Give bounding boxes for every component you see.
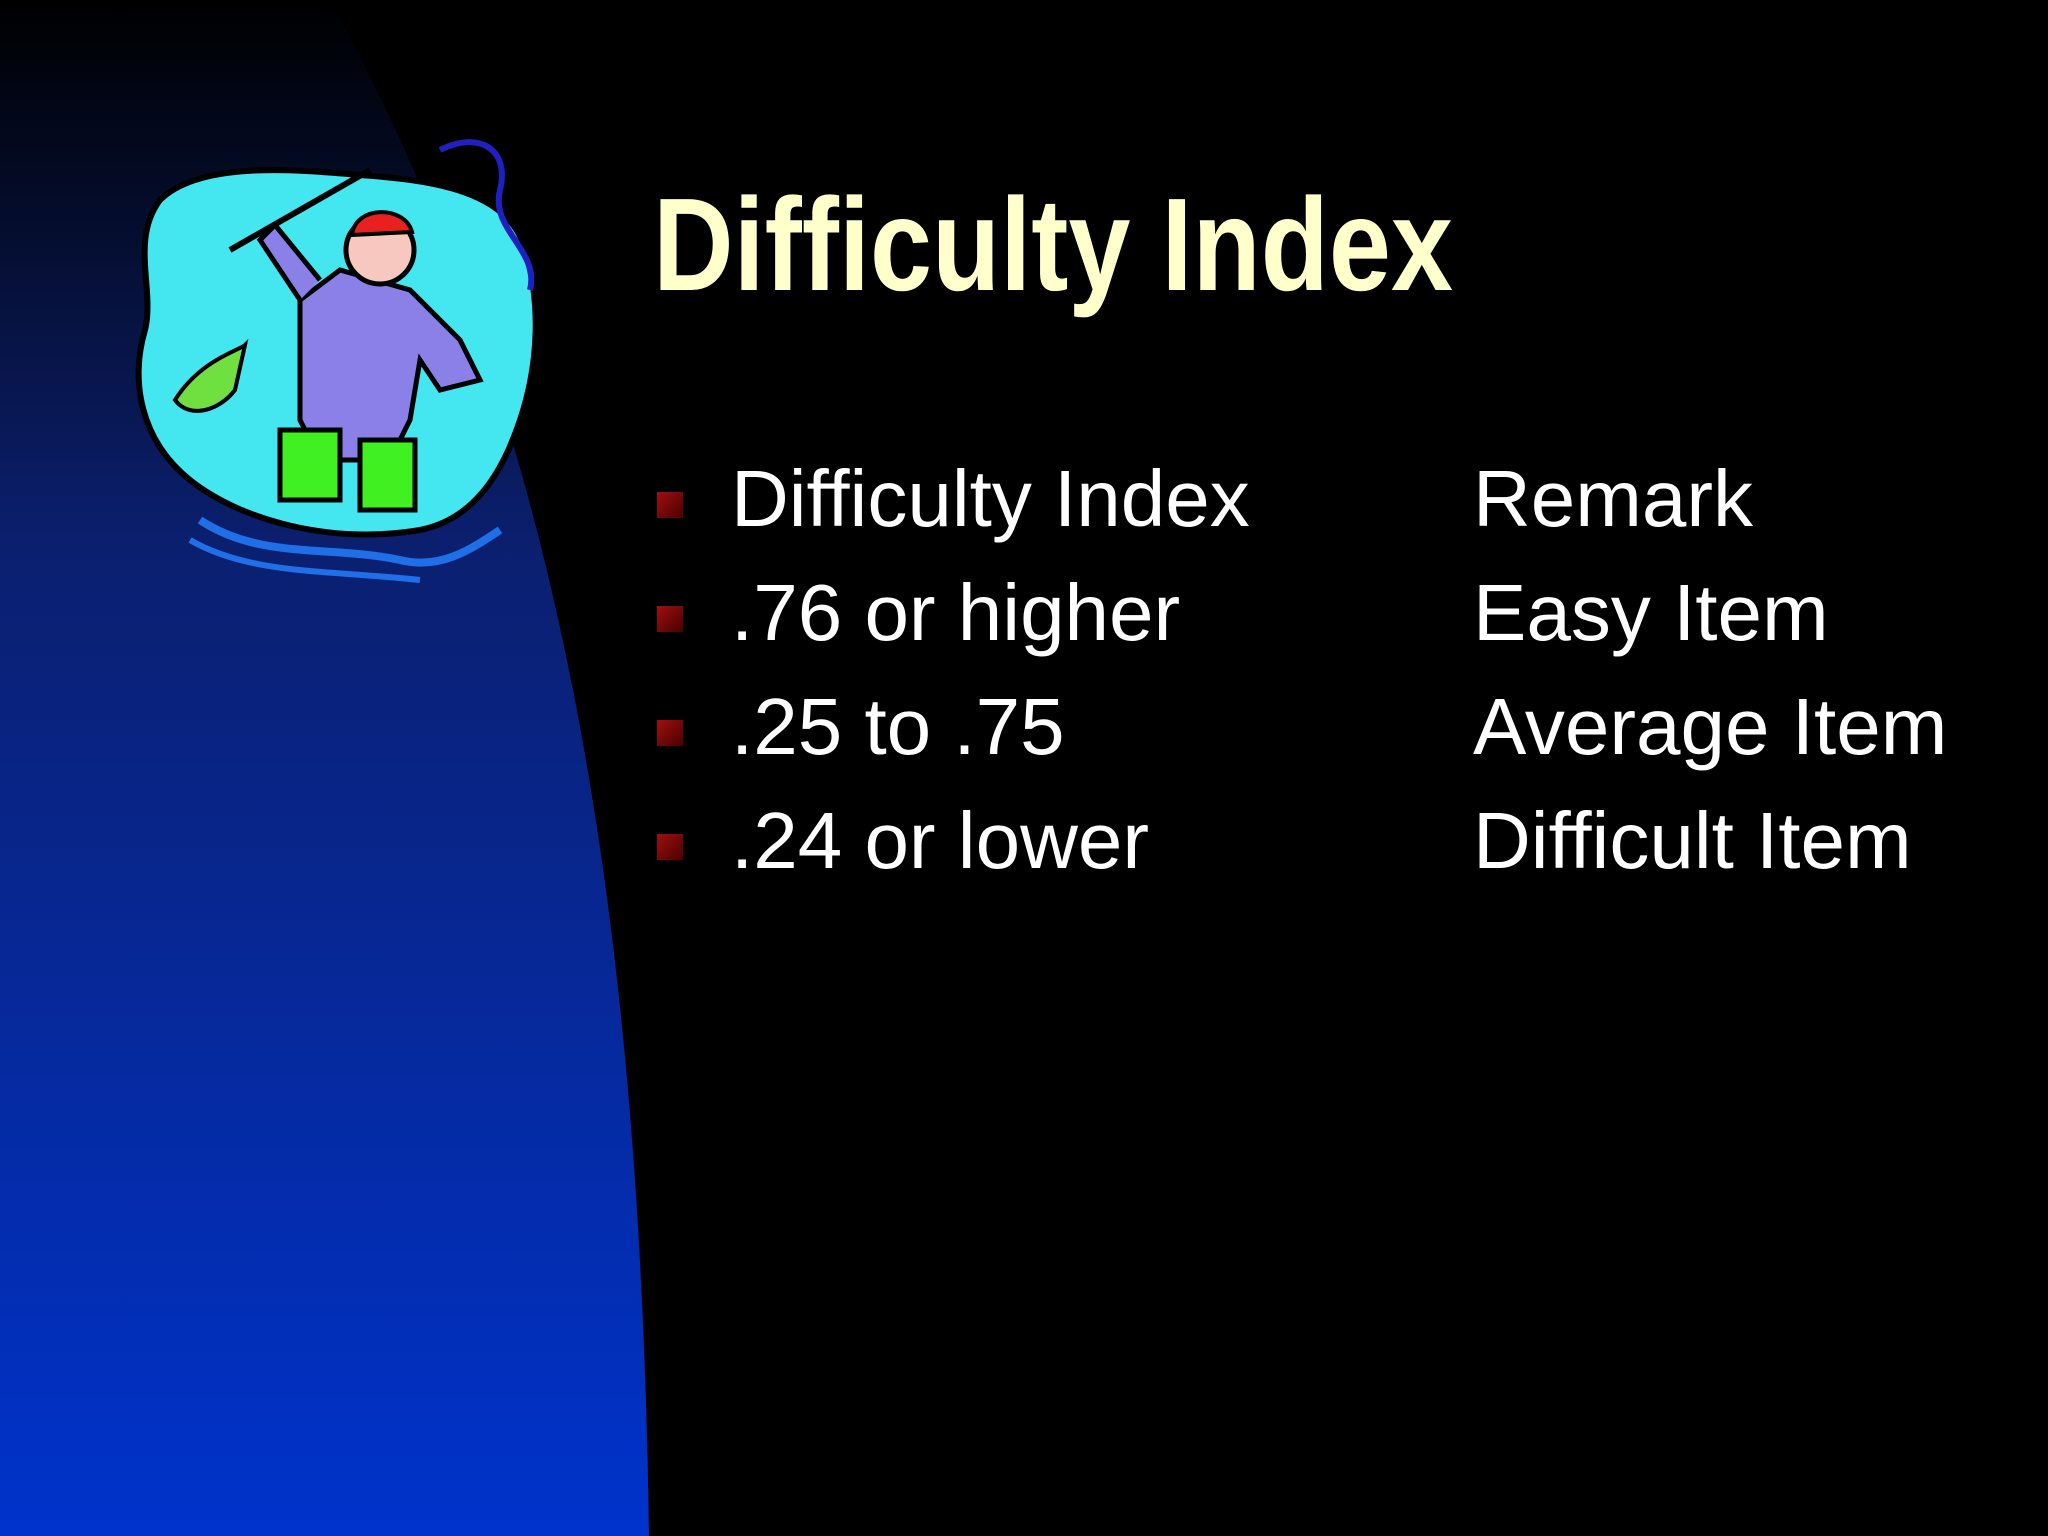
remark-text: Difficult Item — [1473, 796, 1912, 885]
bullet-list: Difficulty Index Remark .76 or higher Easy … — [657, 454, 1947, 885]
bullet — [657, 720, 683, 746]
range-text: .24 or lower — [731, 796, 1149, 885]
remark-text: Remark — [1473, 454, 1754, 543]
clip-art — [135, 139, 539, 583]
bullet — [657, 606, 683, 632]
remark-text: Average Item — [1473, 682, 1947, 771]
range-text: Difficulty Index — [731, 454, 1250, 543]
slide-title: Difficulty Index — [653, 171, 1453, 318]
bullet — [657, 834, 683, 860]
range-text: .76 or higher — [731, 568, 1180, 657]
bullet — [657, 492, 683, 518]
range-text: .25 to .75 — [731, 682, 1065, 771]
remark-text: Easy Item — [1473, 568, 1829, 657]
